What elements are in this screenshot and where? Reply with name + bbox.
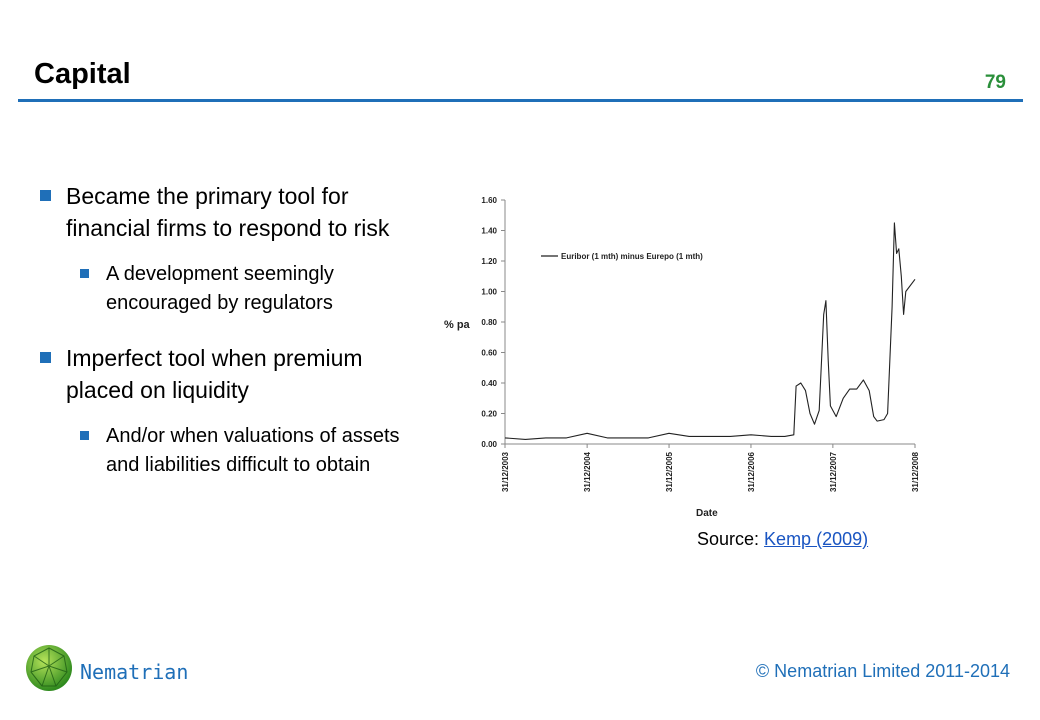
sub-bullet-item: And/or when valuations of assets and lia… — [36, 422, 426, 480]
sub-bullet-text: A development seemingly encouraged by re… — [106, 263, 334, 314]
brand-name: Nematrian — [80, 660, 189, 684]
nematrian-logo-icon — [26, 645, 72, 691]
sub-bullet-text: And/or when valuations of assets and lia… — [106, 425, 400, 476]
y-tick-label: 0.60 — [481, 349, 497, 358]
x-tick-label: 31/12/2006 — [747, 451, 756, 492]
bullet-item: Imperfect tool when premium placed on li… — [36, 342, 426, 406]
slide-title: Capital — [34, 58, 131, 90]
y-tick-label: 1.20 — [481, 257, 497, 266]
y-tick-label: 0.00 — [481, 440, 497, 449]
x-tick-label: 31/12/2008 — [911, 451, 920, 492]
bullet-square-icon — [80, 431, 89, 440]
bullet-text: Became the primary tool for financial fi… — [66, 183, 390, 241]
sub-bullet-item: A development seemingly encouraged by re… — [36, 260, 426, 318]
y-tick-label: 0.80 — [481, 318, 497, 327]
series-line — [504, 222, 916, 440]
y-tick-label: 1.60 — [481, 196, 497, 205]
bullet-square-icon — [40, 352, 51, 363]
bullet-text: Imperfect tool when premium placed on li… — [66, 345, 363, 403]
y-axis-label: % pa — [444, 319, 471, 331]
copyright-notice: © Nematrian Limited 2011-2014 — [755, 661, 1010, 681]
bullet-list: Became the primary tool for financial fi… — [36, 180, 426, 504]
x-tick-label: 31/12/2005 — [665, 451, 674, 492]
x-tick-label: 31/12/2007 — [829, 451, 838, 492]
y-tick-label: 0.20 — [481, 410, 497, 419]
y-tick-label: 0.40 — [481, 379, 497, 388]
bullet-square-icon — [80, 269, 89, 278]
x-axis-label: Date — [696, 508, 718, 519]
x-tick-label: 31/12/2003 — [501, 451, 510, 492]
bullet-square-icon — [40, 190, 51, 201]
bullet-item: Became the primary tool for financial fi… — [36, 180, 426, 244]
title-divider — [18, 99, 1023, 102]
y-tick-label: 1.40 — [481, 227, 497, 236]
y-tick-label: 1.00 — [481, 288, 497, 297]
legend-label: Euribor (1 mth) minus Eurepo (1 mth) — [561, 252, 703, 261]
spread-line-chart: 0.00 0.20 0.40 0.60 0.80 1.00 1.20 1.40 1.60 31/1… — [444, 196, 920, 519]
source-prefix: Source: — [697, 529, 765, 549]
x-tick-label: 31/12/2004 — [583, 451, 592, 492]
source-citation: Source: Kemp (2009) — [697, 529, 868, 550]
page-number: 79 — [984, 72, 1006, 93]
source-link[interactable]: Kemp (2009) — [764, 529, 869, 549]
